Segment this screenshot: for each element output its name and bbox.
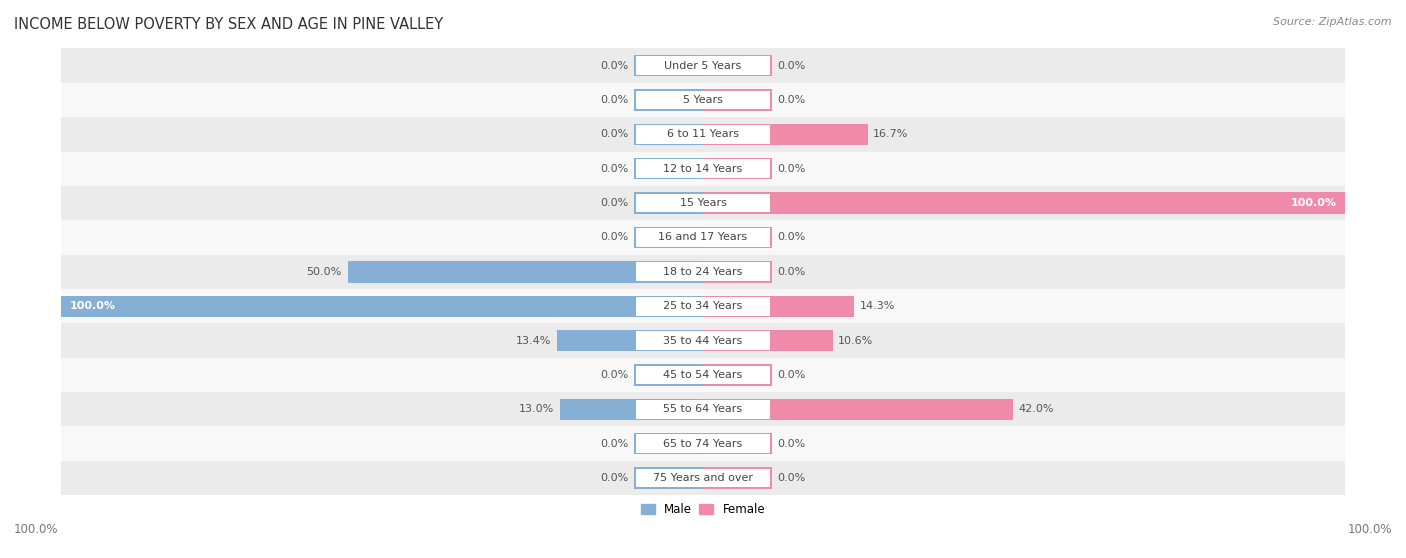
Text: 65 to 74 Years: 65 to 74 Years <box>664 439 742 449</box>
Bar <box>703 296 853 317</box>
Bar <box>347 261 703 282</box>
Text: 0.0%: 0.0% <box>778 370 806 380</box>
Bar <box>703 364 772 386</box>
Bar <box>60 426 1346 461</box>
Bar <box>703 330 832 351</box>
Bar <box>703 261 772 282</box>
Bar <box>636 262 770 281</box>
Text: 16 and 17 Years: 16 and 17 Years <box>658 233 748 243</box>
Text: 75 Years and over: 75 Years and over <box>652 473 754 483</box>
Text: 100.0%: 100.0% <box>1347 523 1392 536</box>
Text: 13.0%: 13.0% <box>519 405 554 414</box>
Text: 100.0%: 100.0% <box>1291 198 1337 208</box>
Text: 42.0%: 42.0% <box>1018 405 1054 414</box>
Bar <box>636 297 770 316</box>
Bar <box>636 90 770 109</box>
Text: 0.0%: 0.0% <box>778 233 806 243</box>
Bar <box>60 392 1346 426</box>
Text: 100.0%: 100.0% <box>69 301 115 311</box>
Bar <box>560 398 703 420</box>
Text: 0.0%: 0.0% <box>600 198 628 208</box>
Text: 13.4%: 13.4% <box>516 335 551 345</box>
Text: 0.0%: 0.0% <box>600 233 628 243</box>
Text: 100.0%: 100.0% <box>14 523 59 536</box>
Text: 45 to 54 Years: 45 to 54 Years <box>664 370 742 380</box>
Bar <box>703 158 772 180</box>
Bar <box>703 89 772 110</box>
Text: 6 to 11 Years: 6 to 11 Years <box>666 129 740 140</box>
Bar <box>634 124 703 145</box>
Text: 0.0%: 0.0% <box>600 473 628 483</box>
Bar <box>636 434 770 453</box>
Text: 0.0%: 0.0% <box>778 163 806 174</box>
Text: 16.7%: 16.7% <box>873 129 908 140</box>
Bar <box>634 468 703 489</box>
Text: 0.0%: 0.0% <box>778 95 806 105</box>
Text: 35 to 44 Years: 35 to 44 Years <box>664 335 742 345</box>
Bar <box>636 194 770 213</box>
Bar <box>60 117 1346 152</box>
Bar <box>60 358 1346 392</box>
Bar <box>636 228 770 247</box>
Bar <box>636 331 770 350</box>
Bar <box>634 193 703 214</box>
Bar <box>703 124 868 145</box>
Text: 15 Years: 15 Years <box>679 198 727 208</box>
Text: 0.0%: 0.0% <box>600 61 628 71</box>
Bar <box>636 160 770 178</box>
Text: 10.6%: 10.6% <box>838 335 873 345</box>
Bar <box>703 193 1346 214</box>
Bar <box>634 55 703 76</box>
Bar <box>634 158 703 180</box>
Bar <box>703 433 772 454</box>
Text: 18 to 24 Years: 18 to 24 Years <box>664 267 742 277</box>
Text: 0.0%: 0.0% <box>600 439 628 449</box>
Text: Under 5 Years: Under 5 Years <box>665 61 741 71</box>
Text: 0.0%: 0.0% <box>600 163 628 174</box>
Text: 55 to 64 Years: 55 to 64 Years <box>664 405 742 414</box>
Bar <box>60 254 1346 289</box>
Bar <box>703 227 772 248</box>
Bar <box>703 55 772 76</box>
Text: 50.0%: 50.0% <box>307 267 342 277</box>
Bar <box>60 220 1346 254</box>
Bar <box>60 49 1346 83</box>
Bar <box>60 289 1346 324</box>
Bar <box>703 398 1012 420</box>
Legend: Male, Female: Male, Female <box>641 503 765 516</box>
Bar <box>60 83 1346 117</box>
Text: 0.0%: 0.0% <box>778 267 806 277</box>
Text: 0.0%: 0.0% <box>778 473 806 483</box>
Bar <box>60 186 1346 220</box>
Bar <box>634 89 703 110</box>
Text: 0.0%: 0.0% <box>778 61 806 71</box>
Text: 0.0%: 0.0% <box>778 439 806 449</box>
Text: Source: ZipAtlas.com: Source: ZipAtlas.com <box>1274 17 1392 27</box>
Text: 5 Years: 5 Years <box>683 95 723 105</box>
Bar <box>636 56 770 75</box>
Text: 0.0%: 0.0% <box>600 370 628 380</box>
Text: 14.3%: 14.3% <box>859 301 894 311</box>
Text: 0.0%: 0.0% <box>600 95 628 105</box>
Bar <box>634 227 703 248</box>
Bar <box>636 400 770 418</box>
Bar <box>634 364 703 386</box>
Bar <box>60 324 1346 358</box>
Bar <box>636 365 770 384</box>
Bar <box>60 296 703 317</box>
Text: 12 to 14 Years: 12 to 14 Years <box>664 163 742 174</box>
Text: 25 to 34 Years: 25 to 34 Years <box>664 301 742 311</box>
Bar <box>636 469 770 488</box>
Bar <box>634 433 703 454</box>
Bar <box>60 152 1346 186</box>
Text: INCOME BELOW POVERTY BY SEX AND AGE IN PINE VALLEY: INCOME BELOW POVERTY BY SEX AND AGE IN P… <box>14 17 443 32</box>
Bar <box>703 468 772 489</box>
Bar <box>557 330 703 351</box>
Bar <box>636 125 770 144</box>
Text: 0.0%: 0.0% <box>600 129 628 140</box>
Bar <box>60 461 1346 495</box>
